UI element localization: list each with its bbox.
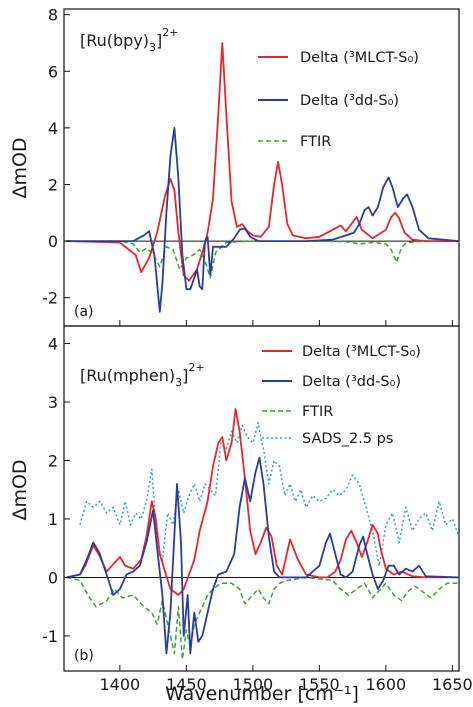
panel-b-ylabel: ΔmOD (9, 459, 31, 520)
legend-label-sads-b: SADS_2.5 ps (302, 431, 393, 447)
y-tick-label-a: -2 (42, 289, 58, 308)
x-tick-label: 1450 (166, 675, 207, 694)
legend-label-ftir-a: FTIR (300, 134, 331, 150)
panel-a-y-ticks: -2 0 2 4 6 8 (42, 6, 70, 308)
y-tick-label-b: 1 (48, 510, 58, 529)
series-line-a-0 (66, 42, 459, 282)
x-tick-label: 1500 (232, 675, 273, 694)
y-tick-label-b: 4 (48, 335, 58, 354)
panel-b-complex-label: [Ru(mphen)3]2+ (80, 361, 205, 389)
y-tick-label-b: -1 (42, 627, 58, 646)
panel-b-chart: -1 0 1 2 3 4 ΔmOD [Ru(mphen)3]2+ (b) Delta (³… (9, 325, 460, 672)
y-tick-label-a: 0 (48, 232, 58, 251)
x-tick-label: 1600 (365, 675, 406, 694)
x-tick-label: 1400 (99, 675, 140, 694)
y-tick-label-a: 2 (48, 175, 58, 194)
panel-b-legend: Delta (³MLCT-S₀) Delta (³dd-S₀) FTIR SAD… (262, 344, 421, 447)
y-tick-label-b: 3 (48, 393, 58, 412)
legend-label-dd-a: Delta (³dd-S₀) (300, 93, 399, 109)
y-tick-label-a: 4 (48, 119, 58, 138)
series-line-a-2 (66, 240, 459, 279)
legend-label-mlct-b: Delta (³MLCT-S₀) (302, 344, 421, 360)
x-tick-label: 1550 (299, 675, 340, 694)
series-line-b-3 (79, 421, 459, 567)
panel-a-label: (a) (74, 304, 94, 320)
panel-b-label: (b) (74, 648, 94, 664)
y-tick-label-b: 2 (48, 451, 58, 470)
panel-b-frame (63, 325, 460, 672)
panel-a-x-ticks (119, 320, 453, 326)
panel-a-ylabel: ΔmOD (9, 137, 31, 198)
x-axis-label: Wavenumber [cm⁻¹] (165, 683, 359, 705)
series-line-a-1 (66, 127, 459, 313)
panel-b-y-ticks: -1 0 1 2 3 4 (42, 335, 70, 646)
y-tick-label-a: 6 (48, 62, 58, 81)
legend-label-ftir-b: FTIR (302, 404, 333, 420)
legend-label-dd-b: Delta (³dd-S₀) (302, 374, 401, 390)
y-tick-label-a: 8 (48, 6, 58, 25)
x-tick-label: 1650 (432, 675, 473, 694)
series-line-b-0 (66, 408, 459, 596)
series-line-b-1 (66, 456, 459, 655)
panel-a-chart: -2 0 2 4 6 8 ΔmOD [Ru(bpy)3]2+ (a) Delta (³ML… (9, 6, 460, 327)
y-tick-label-b: 0 (48, 568, 58, 587)
legend-label-mlct-a: Delta (³MLCT-S₀) (300, 50, 419, 66)
x-tick-labels: 1400 1450 1500 1550 1600 1650 (99, 675, 472, 694)
panel-a-complex-label: [Ru(bpy)3]2+ (80, 26, 179, 54)
series-line-b-2 (66, 576, 459, 661)
panel-a-legend: Delta (³MLCT-S₀) Delta (³dd-S₀) FTIR (258, 50, 419, 150)
panel-a-series-lines (66, 42, 459, 313)
panel-b-x-ticks (119, 665, 453, 671)
panel-b-series-lines (66, 408, 459, 661)
